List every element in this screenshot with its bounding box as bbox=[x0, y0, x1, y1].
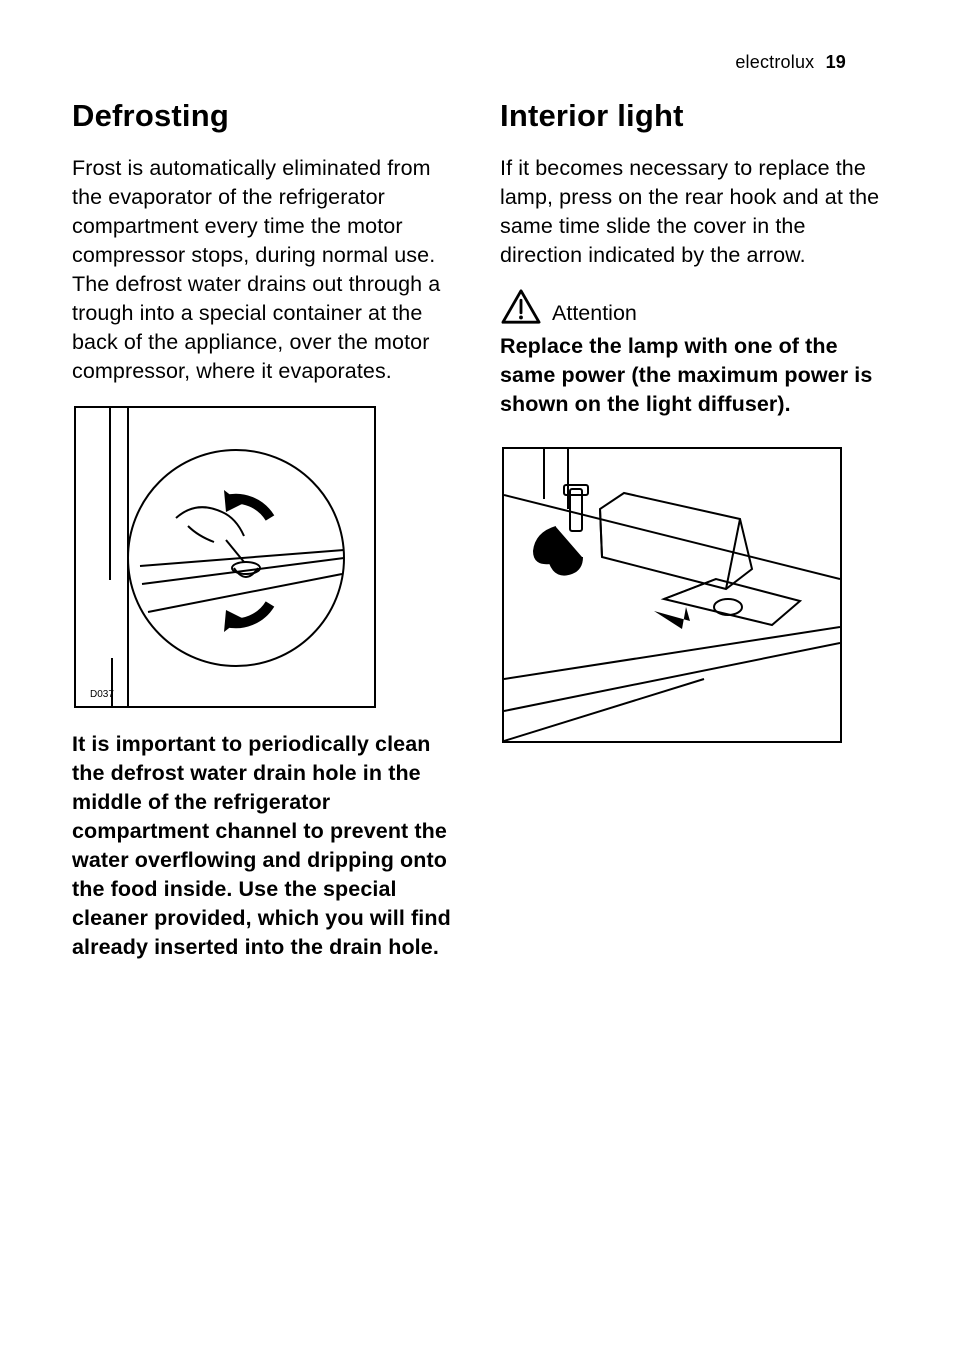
brand-label: electrolux bbox=[735, 52, 814, 72]
columns: Defrosting Frost is automatically elimin… bbox=[72, 98, 882, 962]
warning-icon bbox=[500, 288, 542, 326]
defrost-drain-figure: D037 bbox=[74, 406, 376, 708]
attention-text: Replace the lamp with one of the same po… bbox=[500, 332, 880, 419]
page-number: 19 bbox=[826, 52, 846, 72]
page-header: electrolux 19 bbox=[735, 52, 846, 73]
defrosting-title: Defrosting bbox=[72, 98, 452, 134]
attention-label: Attention bbox=[552, 301, 637, 326]
figure-label: D037 bbox=[90, 689, 114, 700]
page: electrolux 19 Defrosting Frost is automa… bbox=[0, 0, 954, 1352]
left-column: Defrosting Frost is automatically elimin… bbox=[72, 98, 452, 962]
defrosting-para1: Frost is automatically eliminated from t… bbox=[72, 154, 452, 386]
right-column: Interior light If it becomes necessary t… bbox=[500, 98, 880, 962]
attention-row: Attention bbox=[500, 288, 880, 326]
interior-light-title: Interior light bbox=[500, 98, 880, 134]
defrosting-para2: It is important to periodically clean th… bbox=[72, 730, 452, 962]
interior-light-icon bbox=[504, 449, 840, 741]
defrost-drain-icon bbox=[76, 408, 376, 708]
interior-light-figure bbox=[502, 447, 842, 743]
interior-light-para1: If it becomes necessary to replace the l… bbox=[500, 154, 880, 270]
